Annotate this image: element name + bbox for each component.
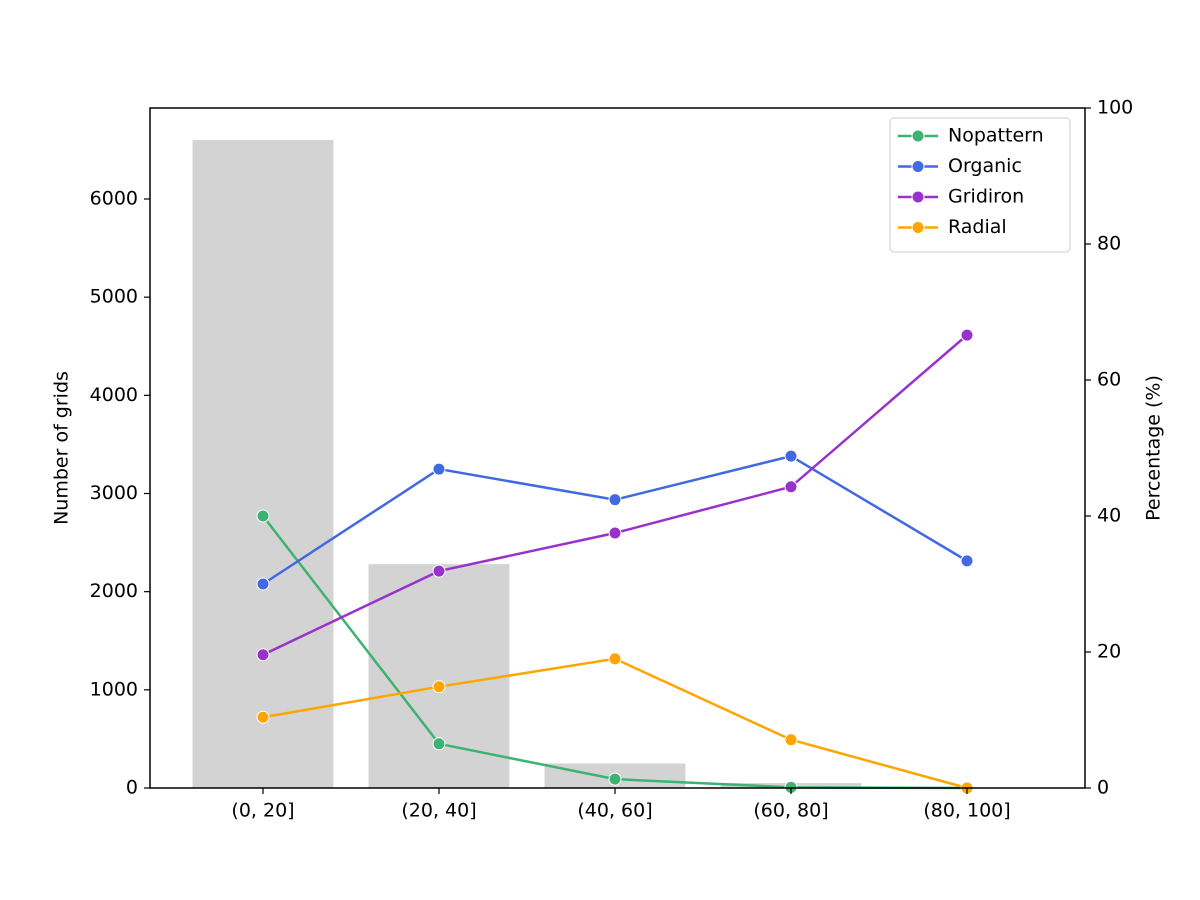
y-tick-label: 3000 <box>90 482 138 504</box>
y-tick-label: 5000 <box>90 286 138 308</box>
legend-marker <box>911 129 925 143</box>
y-tick-label: 6000 <box>90 188 138 210</box>
y-tick-label: 1000 <box>90 678 138 700</box>
legend-box <box>889 117 1071 253</box>
marker <box>608 772 622 786</box>
bar <box>368 564 510 788</box>
marker <box>432 737 446 751</box>
marker <box>256 710 270 724</box>
marker <box>608 493 622 507</box>
marker <box>784 480 798 494</box>
marker <box>256 509 270 523</box>
legend: Nopattern Organic Gridiron Radial <box>889 117 1071 253</box>
marker <box>784 449 798 463</box>
marker <box>256 648 270 662</box>
y-tick-label: 2000 <box>90 580 138 602</box>
x-tick-label: (80, 100] <box>923 800 1010 822</box>
legend-label: Gridiron <box>948 186 1024 208</box>
x-tick-label: (40, 60] <box>577 800 652 822</box>
legend-label: Organic <box>948 155 1022 177</box>
legend-label: Radial <box>948 216 1007 238</box>
legend-marker <box>911 160 925 173</box>
marker <box>432 462 446 476</box>
marker <box>432 564 446 578</box>
legend-marker <box>911 190 925 204</box>
marker <box>256 577 270 591</box>
legend-label: Nopattern <box>948 125 1044 147</box>
marker <box>432 680 446 694</box>
marker <box>608 526 622 540</box>
y2-tick-label: 100 <box>1097 97 1133 119</box>
x-tick-label: (20, 40] <box>401 800 476 822</box>
x-tick-label: (0, 20] <box>231 800 294 822</box>
y2-tick-label: 40 <box>1097 505 1121 527</box>
legend-marker <box>911 221 925 234</box>
y-tick-label: 4000 <box>90 384 138 406</box>
marker <box>960 554 974 568</box>
marker <box>608 652 622 666</box>
y-axis-label: Number of grids <box>51 371 73 525</box>
y2-tick-label: 60 <box>1097 369 1121 391</box>
marker <box>784 733 798 747</box>
x-tick-label: (60, 80] <box>753 800 828 822</box>
y2-tick-label: 0 <box>1097 777 1109 799</box>
y2-tick-label: 20 <box>1097 641 1121 663</box>
y2-tick-label: 80 <box>1097 233 1121 255</box>
y2-axis-label: Percentage (%) <box>1143 375 1165 521</box>
plot-frame <box>149 107 1086 789</box>
y-tick-label: 0 <box>126 777 138 799</box>
bar <box>192 140 334 789</box>
marker <box>960 328 974 342</box>
